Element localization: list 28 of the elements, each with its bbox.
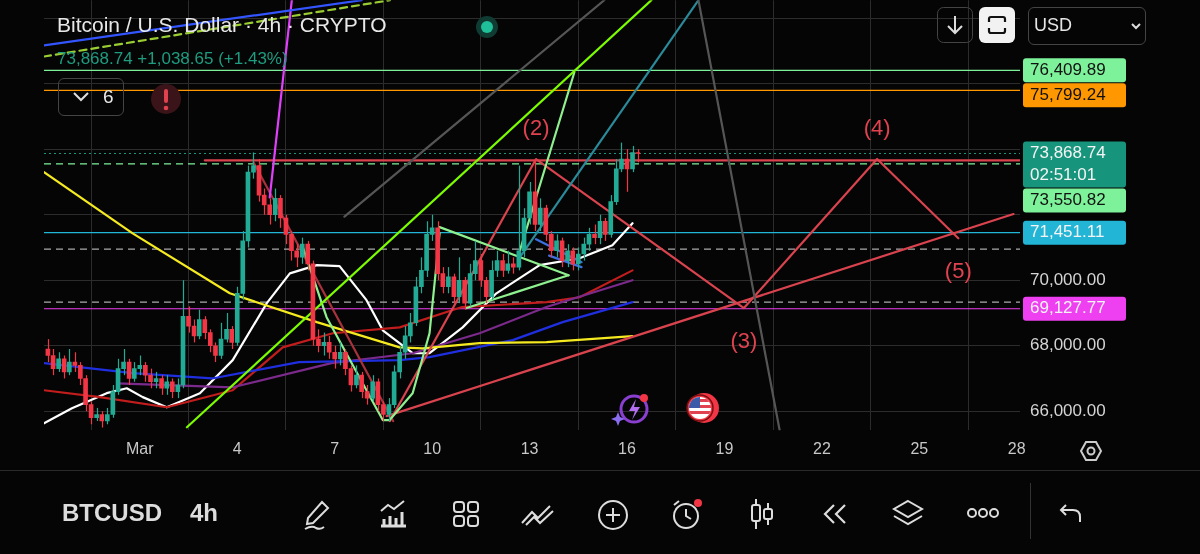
ref-line-label: 73,550.82 [1030,190,1106,210]
ref-line-label: 76,409.89 [1030,59,1106,79]
x-tick-label: 19 [715,440,734,458]
annotation: (5) [944,258,972,284]
annotation: (4) [863,114,891,140]
text: 02:51:01 [1030,165,1097,185]
y-tick-label: 68,000.00 [1030,335,1106,355]
annotation: (3) [730,327,758,353]
ref-line-label: 69,127.77 [1030,298,1106,318]
annotation: 6 [103,86,114,108]
x-tick-label: 10 [423,440,442,458]
ref-line-label: 73,868.74 [1030,143,1106,163]
text: USD [1034,15,1073,36]
x-tick-label: Mar [126,440,155,458]
ref-line-label: 71,451.11 [1030,222,1105,242]
x-tick-label: 28 [1007,440,1026,458]
x-tick-label: 25 [910,440,929,458]
x-tick-label: 13 [520,440,539,458]
ref-line-label: 75,799.24 [1030,84,1106,104]
x-tick-label: 16 [618,440,636,458]
y-tick-label: 70,000.00 [1030,269,1106,289]
annotation: (2) [522,114,550,140]
x-tick-label: 7 [330,440,340,458]
x-tick-label: 22 [812,440,831,458]
text: BTCUSD [62,499,162,527]
y-tick-label: 66,000.00 [1030,400,1106,420]
text: 4h [190,499,219,527]
x-tick-label: 4 [232,440,242,458]
